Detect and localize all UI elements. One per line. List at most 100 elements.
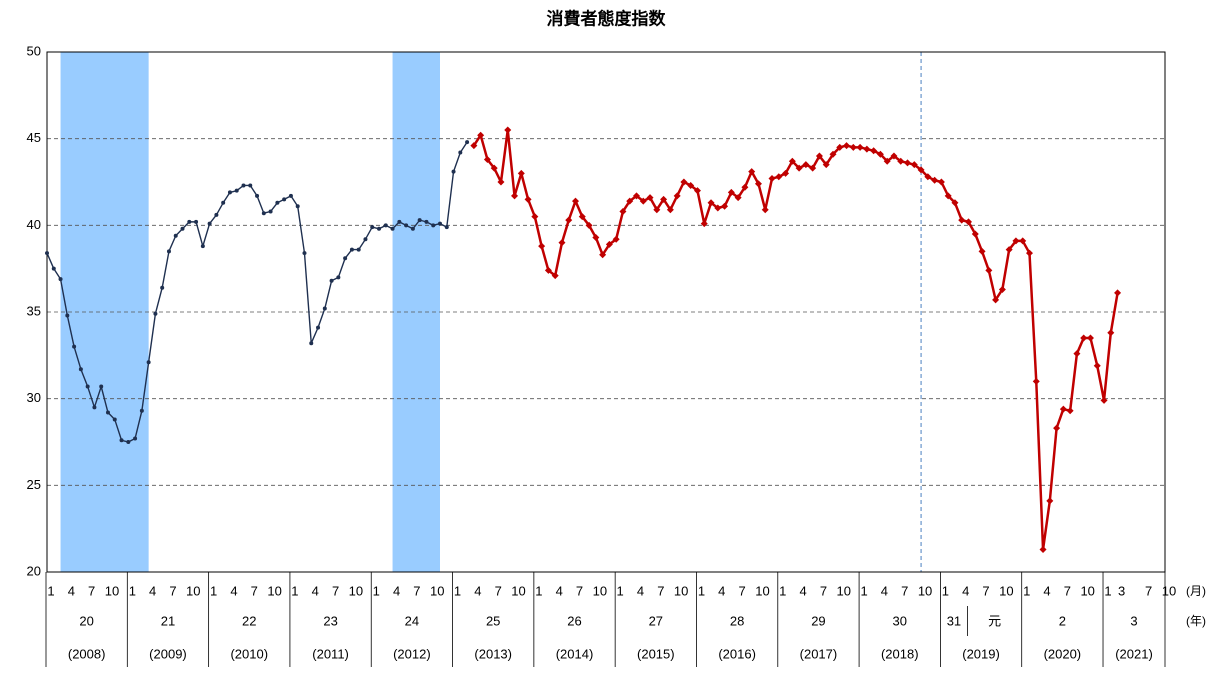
point-marker bbox=[843, 142, 851, 150]
era-label: 28 bbox=[730, 613, 744, 628]
y-tick-label: 35 bbox=[27, 303, 41, 318]
year-label: (2010) bbox=[230, 646, 268, 661]
x-tick-label: 7 bbox=[576, 583, 583, 598]
point-marker bbox=[72, 344, 77, 349]
year-label: (2020) bbox=[1044, 646, 1082, 661]
y-tick-label: 25 bbox=[27, 477, 41, 492]
point-marker bbox=[390, 226, 395, 231]
point-marker bbox=[424, 219, 429, 224]
point-marker bbox=[504, 126, 512, 134]
point-marker bbox=[126, 440, 131, 444]
year-label: (2016) bbox=[718, 646, 756, 661]
x-tick-label: 10 bbox=[1080, 583, 1094, 598]
point-marker bbox=[255, 193, 260, 198]
x-tick-label: 10 bbox=[755, 583, 769, 598]
year-label: (2017) bbox=[800, 646, 838, 661]
point-marker bbox=[444, 225, 449, 230]
point-marker bbox=[431, 223, 436, 228]
point-marker bbox=[511, 192, 519, 200]
chart-title: 消費者態度指数 bbox=[547, 8, 667, 28]
era-label: 21 bbox=[161, 613, 175, 628]
point-marker bbox=[316, 325, 321, 330]
x-tick-label: 4 bbox=[393, 583, 400, 598]
point-marker bbox=[227, 190, 232, 195]
point-marker bbox=[1086, 334, 1094, 342]
point-marker bbox=[693, 187, 701, 195]
point-marker bbox=[477, 131, 485, 139]
x-tick-label: 10 bbox=[186, 583, 200, 598]
point-marker bbox=[302, 251, 307, 256]
point-marker bbox=[721, 202, 729, 210]
point-marker bbox=[815, 152, 823, 160]
x-tick-label: 1 bbox=[698, 583, 705, 598]
x-tick-label: 4 bbox=[149, 583, 156, 598]
x-tick-label: 1 bbox=[535, 583, 542, 598]
point-marker bbox=[119, 438, 124, 443]
x-tick-label: 1 bbox=[210, 583, 217, 598]
x-tick-label: 3 bbox=[1118, 583, 1125, 598]
y-tick-label: 20 bbox=[27, 563, 41, 578]
x-tick-label: 1 bbox=[47, 583, 54, 598]
x-tick-label: 1 bbox=[129, 583, 136, 598]
point-marker bbox=[1019, 237, 1027, 245]
month-unit: (月) bbox=[1186, 584, 1206, 598]
point-marker bbox=[417, 218, 422, 223]
x-tick-label: 4 bbox=[68, 583, 75, 598]
point-marker bbox=[998, 285, 1006, 293]
year-label: (2021) bbox=[1115, 646, 1153, 661]
point-marker bbox=[343, 256, 348, 261]
year-label: (2014) bbox=[556, 646, 594, 661]
point-marker bbox=[146, 360, 151, 365]
point-marker bbox=[51, 266, 56, 271]
point-marker bbox=[1012, 237, 1020, 245]
point-marker bbox=[951, 199, 959, 207]
plot-border bbox=[46, 51, 1166, 573]
year-label: (2015) bbox=[637, 646, 675, 661]
point-marker bbox=[788, 157, 796, 165]
era-label: 26 bbox=[567, 613, 581, 628]
era-label: 31 bbox=[947, 613, 961, 628]
point-marker bbox=[687, 181, 695, 189]
point-marker bbox=[1073, 350, 1081, 358]
point-marker bbox=[404, 223, 409, 228]
point-marker bbox=[870, 147, 878, 155]
point-marker bbox=[363, 237, 368, 242]
point-marker bbox=[829, 150, 837, 158]
point-marker bbox=[632, 192, 640, 200]
y-tick-label: 45 bbox=[27, 130, 41, 145]
point-marker bbox=[653, 206, 661, 214]
point-marker bbox=[248, 183, 253, 188]
point-marker bbox=[483, 155, 491, 163]
point-marker bbox=[465, 140, 470, 145]
x-tick-label: 7 bbox=[982, 583, 989, 598]
point-marker bbox=[673, 192, 681, 200]
point-marker bbox=[200, 244, 205, 249]
point-marker bbox=[377, 226, 382, 231]
point-marker bbox=[809, 164, 817, 172]
year-label: (2013) bbox=[474, 646, 512, 661]
x-tick-label: 4 bbox=[1043, 583, 1050, 598]
point-marker bbox=[578, 213, 586, 221]
point-marker bbox=[700, 220, 708, 228]
x-tick-label: 1 bbox=[454, 583, 461, 598]
era-label: 25 bbox=[486, 613, 500, 628]
x-tick-label: 4 bbox=[556, 583, 563, 598]
point-marker bbox=[497, 178, 505, 186]
point-marker bbox=[490, 164, 498, 172]
year-unit: (年) bbox=[1186, 614, 1206, 628]
point-marker bbox=[194, 219, 199, 224]
point-marker bbox=[660, 195, 668, 203]
point-marker bbox=[775, 173, 783, 181]
point-marker bbox=[639, 197, 647, 205]
point-marker bbox=[524, 195, 532, 203]
point-marker bbox=[451, 169, 456, 174]
point-marker bbox=[890, 152, 898, 160]
point-marker bbox=[139, 408, 144, 413]
point-marker bbox=[241, 183, 246, 188]
point-marker bbox=[572, 197, 580, 205]
point-marker bbox=[531, 213, 539, 221]
era-label: 24 bbox=[405, 613, 419, 628]
year-label: (2008) bbox=[68, 646, 106, 661]
point-marker bbox=[309, 341, 314, 346]
